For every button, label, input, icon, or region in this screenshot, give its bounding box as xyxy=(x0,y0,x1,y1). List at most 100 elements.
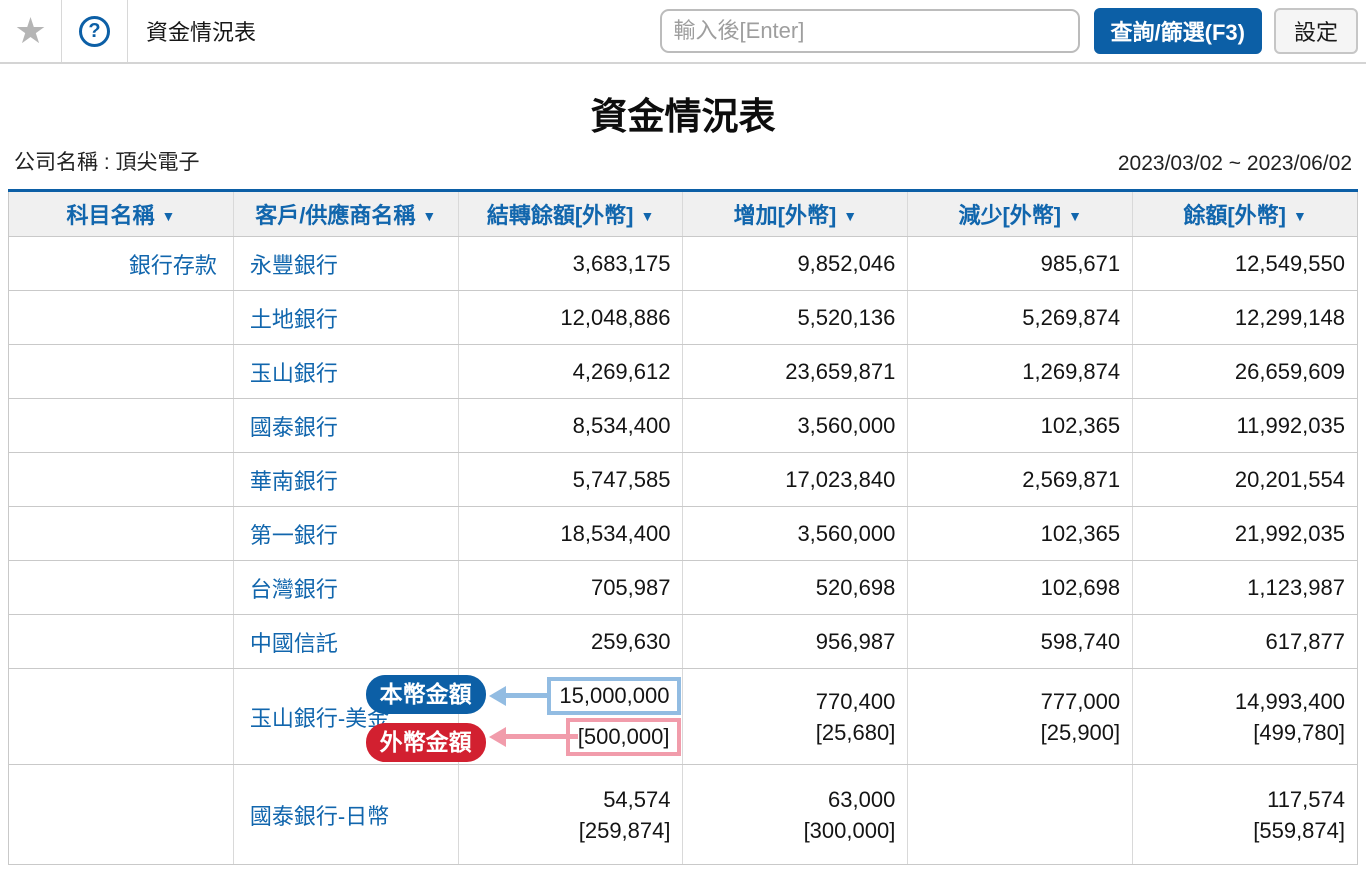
report-meta: 公司名稱 : 頂尖電子 2023/03/02 ~ 2023/06/02 xyxy=(0,146,1366,176)
sort-icon: ▼ xyxy=(1068,208,1082,224)
cell-balance: 20,201,554 xyxy=(1132,452,1358,507)
column-header-4[interactable]: 減少[外幣] ▼ xyxy=(907,190,1134,237)
cell-name[interactable]: 玉山銀行 xyxy=(233,344,459,399)
cell-account xyxy=(8,614,234,669)
arrow-left-icon xyxy=(488,727,578,747)
cell-decrease: 985,671 xyxy=(907,236,1134,291)
table-body: 銀行存款 永豐銀行 3,683,175 9,852,046 985,671 12,549,… xyxy=(8,236,1358,865)
cell-opening: 4,269,612 xyxy=(458,344,684,399)
page-title: 資金情況表 xyxy=(590,96,776,137)
cell-opening: 5,747,585 xyxy=(458,452,684,507)
table-row: 台灣銀行 705,987 520,698 102,698 1,123,987 xyxy=(8,560,1358,615)
cell-increase: 520,698 xyxy=(682,560,909,615)
cell-name[interactable]: 中國信託 xyxy=(233,614,459,669)
cell-increase: 3,560,000 xyxy=(682,398,909,453)
cell-decrease xyxy=(907,764,1134,865)
column-header-3[interactable]: 增加[外幣] ▼ xyxy=(682,190,909,237)
cell-name[interactable]: 土地銀行 xyxy=(233,290,459,345)
table-header-row: 科目名稱 ▼ 客戶/供應商名稱 ▼ 結轉餘額[外幣] ▼ 增加[外幣] ▼ 減少[外幣] ▼ 餘額[… xyxy=(8,190,1358,237)
cell-account xyxy=(8,398,234,453)
cell-balance: 12,549,550 xyxy=(1132,236,1358,291)
cell-decrease: 777,000 [25,900] xyxy=(907,668,1134,765)
star-icon: ★ xyxy=(14,10,47,51)
cell-opening: 3,683,175 xyxy=(458,236,684,291)
table-row: 玉山銀行-美金 本幣金額 外幣金額 15,000,000 [500,000] 770,40… xyxy=(8,668,1358,765)
cell-opening: 259,630 xyxy=(458,614,684,669)
cell-decrease: 102,365 xyxy=(907,398,1134,453)
help-icon: ? xyxy=(79,15,110,47)
cell-name[interactable]: 國泰銀行-日幣 xyxy=(233,764,459,865)
table-row: 第一銀行 18,534,400 3,560,000 102,365 21,992,035 xyxy=(8,506,1358,561)
cell-name[interactable]: 國泰銀行 xyxy=(233,398,459,453)
cell-account xyxy=(8,668,234,765)
cell-decrease: 1,269,874 xyxy=(907,344,1134,399)
sort-icon: ▼ xyxy=(640,208,655,224)
column-label: 結轉餘額[外幣] xyxy=(486,203,634,228)
table-row: 中國信託 259,630 956,987 598,740 617,877 xyxy=(8,614,1358,669)
toolbar: ★ ? 資金情況表 查詢/篩選(F3) 設定 xyxy=(0,0,1366,64)
sort-icon: ▼ xyxy=(843,208,858,224)
window-title: 資金情況表 xyxy=(146,20,257,45)
help-button[interactable]: ? xyxy=(62,0,128,62)
foreign-currency-callout: 外幣金額 xyxy=(365,723,486,762)
table-row: 銀行存款 永豐銀行 3,683,175 9,852,046 985,671 12,549,… xyxy=(8,236,1358,291)
cell-increase: 9,852,046 xyxy=(682,236,909,291)
table-row: 土地銀行 12,048,886 5,520,136 5,269,874 12,299,1… xyxy=(8,290,1358,345)
cell-decrease: 5,269,874 xyxy=(907,290,1134,345)
table-row: 國泰銀行 8,534,400 3,560,000 102,365 11,992,035 xyxy=(8,398,1358,453)
cell-increase: 770,400 [25,680] xyxy=(682,668,909,765)
cell-decrease: 102,365 xyxy=(907,506,1134,561)
column-header-2[interactable]: 結轉餘額[外幣] ▼ xyxy=(458,190,684,237)
column-label: 增加[外幣] xyxy=(733,203,837,228)
settings-button[interactable]: 設定 xyxy=(1273,8,1358,54)
company-name: 公司名稱 : 頂尖電子 xyxy=(14,151,200,174)
cell-balance: 21,992,035 xyxy=(1132,506,1358,561)
cell-name[interactable]: 華南銀行 xyxy=(233,452,459,507)
cell-increase: 5,520,136 xyxy=(682,290,909,345)
favorite-button[interactable]: ★ xyxy=(0,0,62,62)
report-table-wrapper: 科目名稱 ▼ 客戶/供應商名稱 ▼ 結轉餘額[外幣] ▼ 增加[外幣] ▼ 減少[外幣] ▼ 餘額[… xyxy=(0,189,1366,865)
funds-table: 科目名稱 ▼ 客戶/供應商名稱 ▼ 結轉餘額[外幣] ▼ 增加[外幣] ▼ 減少[外幣] ▼ 餘額[… xyxy=(8,189,1358,865)
cell-account xyxy=(8,290,234,345)
cell-increase: 3,560,000 xyxy=(682,506,909,561)
cell-increase: 956,987 xyxy=(682,614,909,669)
column-header-5[interactable]: 餘額[外幣] ▼ xyxy=(1132,190,1358,237)
cell-account xyxy=(8,506,234,561)
cell-account[interactable]: 銀行存款 xyxy=(8,236,234,291)
cell-opening: 8,534,400 xyxy=(458,398,684,453)
cell-opening: 705,987 xyxy=(458,560,684,615)
cell-name[interactable]: 台灣銀行 xyxy=(233,560,459,615)
cell-balance: 12,299,148 xyxy=(1132,290,1358,345)
cell-balance: 26,659,609 xyxy=(1132,344,1358,399)
cell-decrease: 2,569,871 xyxy=(907,452,1134,507)
column-label: 客戶/供應商名稱 xyxy=(255,203,416,228)
table-row: 玉山銀行 4,269,612 23,659,871 1,269,874 26,659,6… xyxy=(8,344,1358,399)
sort-icon: ▼ xyxy=(422,208,437,224)
cell-name[interactable]: 玉山銀行-美金 本幣金額 外幣金額 xyxy=(233,668,486,765)
cell-increase: 17,023,840 xyxy=(682,452,909,507)
local-currency-callout: 本幣金額 xyxy=(365,675,486,714)
column-label: 科目名稱 xyxy=(66,203,155,228)
local-amount-box: 15,000,000 xyxy=(547,677,682,715)
sort-icon: ▼ xyxy=(1292,208,1307,224)
arrow-left-icon xyxy=(488,686,547,706)
cell-decrease: 102,698 xyxy=(907,560,1134,615)
search-input[interactable] xyxy=(659,9,1080,53)
cell-decrease: 598,740 xyxy=(907,614,1134,669)
table-row: 華南銀行 5,747,585 17,023,840 2,569,871 20,201,5… xyxy=(8,452,1358,507)
cell-balance: 617,877 xyxy=(1132,614,1358,669)
cell-balance: 1,123,987 xyxy=(1132,560,1358,615)
cell-name[interactable]: 第一銀行 xyxy=(233,506,459,561)
cell-account xyxy=(8,452,234,507)
cell-increase: 23,659,871 xyxy=(682,344,909,399)
cell-opening: 15,000,000 [500,000] xyxy=(458,668,684,765)
column-header-0[interactable]: 科目名稱 ▼ xyxy=(8,190,234,237)
cell-name[interactable]: 永豐銀行 xyxy=(233,236,459,291)
cell-balance: 117,574 [559,874] xyxy=(1132,764,1358,865)
cell-account xyxy=(8,764,234,865)
query-filter-button[interactable]: 查詢/篩選(F3) xyxy=(1093,8,1262,54)
cell-opening: 12,048,886 xyxy=(458,290,684,345)
cell-account xyxy=(8,560,234,615)
cell-opening: 54,574 [259,874] xyxy=(458,764,684,865)
column-header-1[interactable]: 客戶/供應商名稱 ▼ xyxy=(233,190,459,237)
